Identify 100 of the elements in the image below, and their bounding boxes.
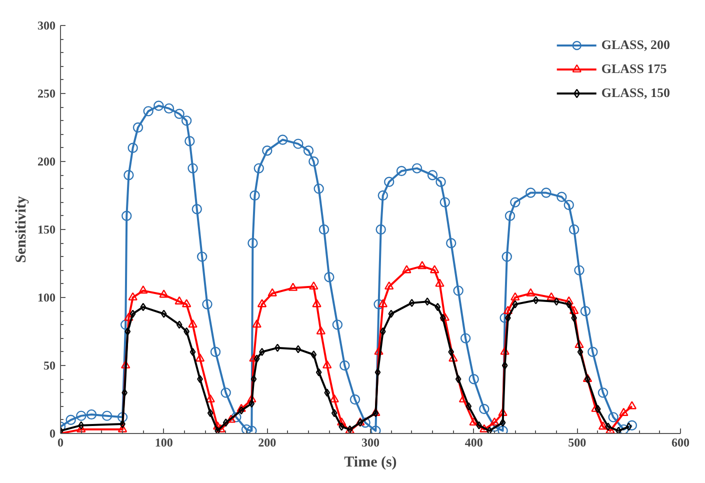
point: [248, 399, 255, 408]
y-tick-label: 50: [44, 358, 56, 372]
point: [455, 375, 462, 384]
point: [176, 320, 182, 329]
point: [118, 424, 128, 432]
point: [324, 388, 330, 397]
point: [130, 310, 136, 318]
point: [424, 297, 430, 306]
point: [140, 302, 146, 312]
point: [122, 388, 128, 397]
point: [310, 350, 317, 359]
y-tick-label: 150: [38, 222, 56, 236]
point: [502, 361, 508, 370]
point: [569, 306, 579, 314]
point: [430, 265, 440, 274]
point: [250, 375, 257, 384]
point: [408, 298, 415, 308]
point: [338, 422, 344, 431]
y-tick-label: 300: [38, 18, 56, 32]
point: [316, 326, 326, 334]
point: [316, 368, 322, 376]
point: [626, 422, 632, 431]
y-tick-label: 0: [50, 426, 56, 440]
point: [207, 409, 214, 418]
point: [598, 421, 608, 430]
point: [546, 292, 556, 300]
point: [259, 348, 265, 356]
point: [435, 278, 444, 287]
point: [566, 300, 572, 308]
point: [206, 394, 215, 402]
point: [486, 426, 492, 434]
point: [288, 282, 298, 291]
point: [448, 353, 458, 362]
point: [238, 406, 244, 414]
point: [336, 417, 346, 426]
point: [330, 394, 339, 402]
point: [247, 394, 256, 402]
point: [254, 354, 260, 363]
x-tick-label: 200: [258, 436, 276, 450]
point: [627, 401, 637, 410]
point: [226, 414, 236, 423]
point: [574, 340, 584, 348]
point: [480, 424, 489, 432]
point: [498, 408, 508, 416]
point: [190, 348, 196, 356]
point: [182, 299, 192, 308]
x-tick-label: 400: [464, 436, 483, 450]
point: [500, 418, 506, 427]
y-tick-label: 100: [38, 290, 56, 304]
x-tick-label: 600: [672, 436, 690, 450]
point: [257, 299, 267, 308]
point: [378, 299, 388, 308]
point: [616, 426, 622, 434]
point: [510, 292, 520, 300]
point: [236, 404, 246, 412]
point: [476, 421, 482, 430]
point: [312, 299, 322, 308]
point: [564, 296, 574, 304]
point: [490, 417, 500, 426]
point: [268, 288, 277, 296]
point: [214, 426, 220, 434]
point: [216, 424, 226, 432]
point: [418, 261, 427, 270]
point: [195, 353, 205, 362]
legend-label: GLASS 175: [601, 61, 667, 77]
point: [571, 314, 577, 322]
point: [322, 360, 332, 368]
point: [374, 368, 381, 376]
point: [402, 265, 412, 274]
y-tick-label: 250: [38, 86, 56, 100]
x-tick-label: 100: [154, 436, 173, 450]
point: [388, 310, 394, 318]
point: [274, 344, 280, 352]
point: [505, 314, 511, 322]
legend-label: GLASS, 150: [601, 85, 670, 101]
point: [526, 288, 536, 296]
point: [252, 319, 262, 328]
y-tick-label: 200: [38, 154, 56, 168]
point: [188, 319, 198, 328]
x-axis-title: Time (s): [344, 454, 397, 470]
point: [128, 292, 138, 300]
point: [594, 404, 601, 414]
point: [434, 302, 441, 312]
point: [503, 306, 513, 314]
point: [331, 409, 338, 418]
point: [605, 422, 612, 431]
point: [222, 418, 229, 427]
point: [384, 281, 394, 290]
point: [121, 360, 130, 368]
point: [249, 353, 258, 362]
point: [577, 348, 584, 356]
point: [197, 375, 203, 384]
y-axis-title: Sensitivity: [14, 196, 30, 263]
point: [78, 421, 84, 430]
point: [500, 346, 510, 355]
point: [309, 281, 318, 290]
point: [440, 314, 446, 322]
legend-label: GLASS, 200: [601, 37, 670, 53]
point: [448, 348, 454, 356]
point: [512, 300, 518, 308]
